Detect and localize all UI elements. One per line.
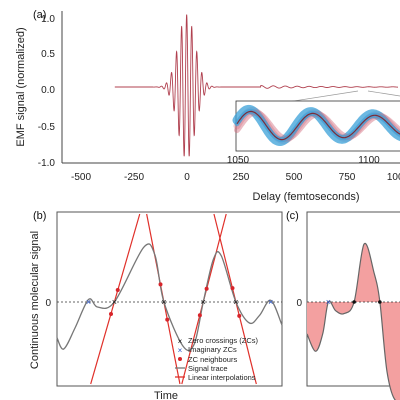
b-imaginary-zc-2: × (268, 297, 273, 307)
a-ytick-3: 0.0 (41, 85, 55, 96)
c-frame (306, 211, 400, 387)
a-xtick-5: 500 (286, 172, 303, 183)
panel-b-label: (b) (33, 210, 46, 222)
b-legend-zc-marker: × (178, 337, 183, 346)
b-zero-crossing-4: × (233, 297, 238, 307)
b-marker-points: × × × × × × (86, 282, 273, 322)
b-zc-neighbour-3 (158, 282, 163, 287)
a-inset-xtick-1: 1050 (227, 155, 250, 166)
b-zc-neighbour-4 (165, 317, 170, 322)
c-imaginary-zc-1: × (326, 297, 331, 307)
a-ytick-5: -1.0 (38, 158, 56, 169)
b-legend-trace: Signal trace (188, 364, 228, 373)
a-xtick-1: -500 (71, 172, 91, 183)
a-ytick-4: -0.5 (38, 122, 56, 133)
c-marker-points: × (326, 297, 382, 307)
b-legend: × Zero crossings (ZCs) × Imaginary ZCs Z… (175, 336, 259, 382)
a-ylabel: EMF signal (normalized) (15, 27, 27, 146)
b-zero-crossing-3: × (201, 297, 206, 307)
b-zero-crossing-1: × (112, 297, 117, 307)
b-zc-neighbour-6 (204, 286, 209, 291)
a-zoom-connector-2 (367, 90, 400, 97)
a-inset: 1050 1100 (227, 100, 400, 166)
b-signal-trace (56, 243, 283, 352)
b-interp-line-1 (90, 213, 141, 385)
b-legend-nb: ZC neighbours (188, 355, 237, 364)
c-ytick-zero: 0 (296, 298, 302, 309)
b-legend-zc: Zero crossings (ZCs) (188, 336, 259, 345)
b-zero-crossing-2: × (161, 297, 166, 307)
b-ylabel: Continuous molecular signal (29, 231, 41, 369)
b-zc-neighbour-8 (237, 313, 242, 318)
b-zc-neighbour-5 (197, 313, 202, 318)
b-legend-lin: Linear interpolations (188, 373, 256, 382)
a-signal-line (114, 14, 398, 157)
a-ytick-1: 1.0 (41, 14, 55, 25)
a-xlabel: Delay (femtoseconds) (253, 191, 360, 203)
b-frame (56, 211, 283, 387)
panel-a-label: (a) (33, 9, 46, 21)
a-inset-mean-line (236, 110, 400, 141)
b-ytick-zero: 0 (45, 298, 51, 309)
b-zc-neighbour-1 (109, 311, 113, 316)
a-xtick-3: 0 (184, 172, 190, 183)
c-zero-crossing-2 (378, 300, 382, 304)
a-xtick-4: 250 (233, 172, 250, 183)
b-imaginary-zc-1: × (86, 297, 91, 307)
c-zero-crossing-1 (352, 300, 356, 304)
a-ytick-2: 0.5 (41, 49, 55, 60)
a-xtick-6: 750 (339, 172, 356, 183)
b-legend-nb-marker (178, 357, 182, 361)
panel-a: (a) 1.0 0.5 0.0 -0.5 -1.0 -500 -250 0 25… (15, 9, 400, 203)
c-area-fill (307, 243, 400, 400)
panel-c: (c) 0 × (286, 210, 400, 400)
b-legend-imag: Imaginary ZCs (188, 345, 237, 354)
a-xtick-7: 1000 (387, 172, 400, 183)
b-xlabel: Time (154, 390, 178, 400)
a-xtick-2: -250 (124, 172, 144, 183)
panel-b: (b) 0 Time Continuous molecular signal ×… (29, 210, 283, 400)
panel-c-label: (c) (286, 210, 299, 222)
b-legend-imag-marker: × (178, 346, 183, 355)
b-zc-neighbour-7 (230, 286, 235, 291)
b-zc-neighbour-2 (115, 288, 120, 293)
a-inset-xtick-2: 1100 (358, 155, 380, 166)
